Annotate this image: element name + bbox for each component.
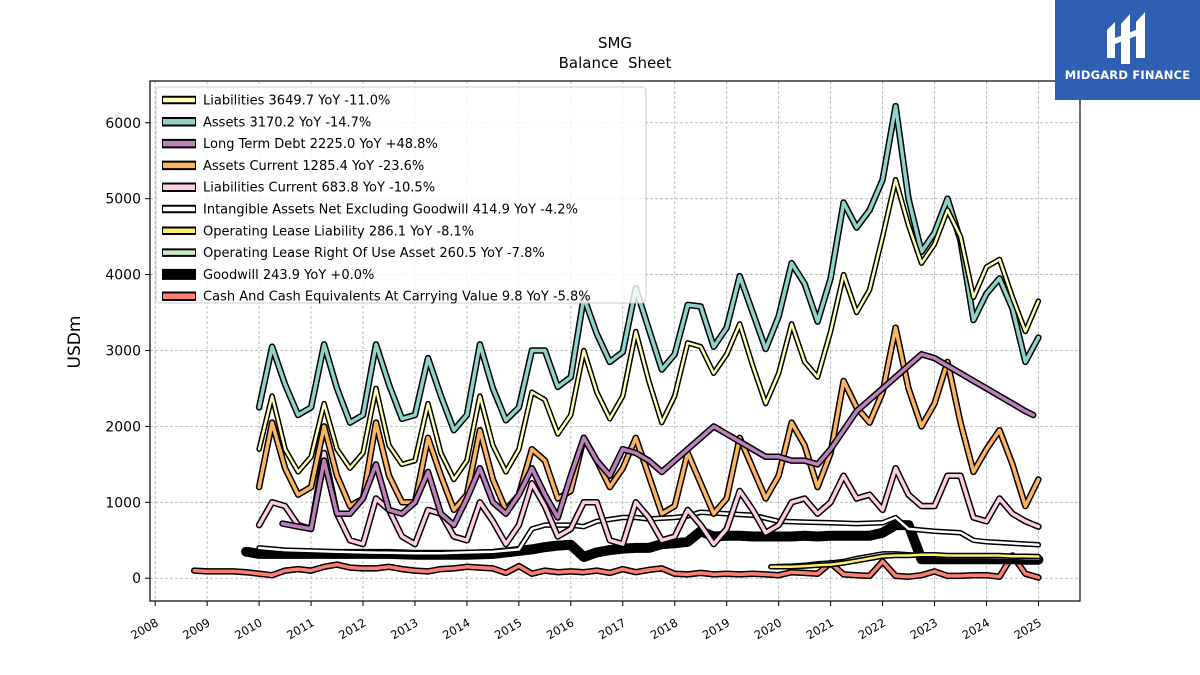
legend-item: Liabilities Current 683.8 YoY -10.5% bbox=[162, 181, 435, 196]
y-tick-label: 6000 bbox=[105, 116, 141, 132]
series-line bbox=[257, 325, 1041, 516]
x-tick-label: 2009 bbox=[180, 615, 212, 642]
legend-item: Operating Lease Right Of Use Asset 260.5… bbox=[162, 246, 545, 261]
series-assets-current bbox=[255, 324, 1042, 517]
brand-name: MIDGARD FINANCE bbox=[1064, 68, 1191, 82]
legend-item: Operating Lease Liability 286.1 YoY -8.1… bbox=[162, 224, 474, 239]
legend-label: Intangible Assets Net Excluding Goodwill… bbox=[203, 203, 578, 218]
x-tick-label: 2018 bbox=[648, 615, 680, 642]
x-tick-label: 2021 bbox=[804, 615, 836, 642]
y-axis-label: USDm bbox=[65, 316, 85, 369]
series-line bbox=[192, 553, 1041, 580]
x-tick-label: 2010 bbox=[232, 615, 264, 642]
x-tick-label: 2013 bbox=[388, 615, 420, 642]
series-long-term-debt bbox=[279, 351, 1037, 533]
series-cash-and-cash-equivalents-at-carrying-value bbox=[190, 552, 1042, 581]
x-tick-label: 2012 bbox=[336, 615, 368, 642]
x-tick-label: 2022 bbox=[856, 615, 888, 642]
legend-label: Cash And Cash Equivalents At Carrying Va… bbox=[203, 290, 591, 305]
y-tick-label: 1000 bbox=[105, 495, 141, 511]
brand-logo: MIDGARD FINANCE bbox=[1055, 0, 1200, 100]
x-tick-label: 2016 bbox=[544, 615, 576, 642]
legend-label: Goodwill 243.9 YoY +0.0% bbox=[203, 268, 374, 283]
chart-subtitle: Balance Sheet bbox=[559, 54, 672, 72]
series-line bbox=[257, 104, 1041, 432]
series-liabilities bbox=[256, 176, 1042, 483]
x-tick-label: 2014 bbox=[440, 615, 472, 642]
legend-label: Assets Current 1285.4 YoY -23.6% bbox=[203, 159, 424, 174]
series-line bbox=[769, 553, 1040, 569]
series-line bbox=[280, 352, 1035, 531]
legend-item: Liabilities 3649.7 YoY -11.0% bbox=[162, 94, 390, 109]
x-tick-label: 2017 bbox=[596, 615, 628, 642]
series-line bbox=[257, 178, 1040, 481]
x-tick-label: 2024 bbox=[960, 615, 992, 642]
y-tick-label: 3000 bbox=[105, 343, 141, 359]
x-tick-label: 2019 bbox=[700, 615, 732, 642]
legend-item: Assets 3170.2 YoY -14.7% bbox=[162, 115, 371, 130]
legend-item: Long Term Debt 2225.0 YoY +48.8% bbox=[162, 137, 438, 152]
y-tick-label: 5000 bbox=[105, 192, 141, 208]
series-lines bbox=[190, 102, 1044, 581]
legend-label: Liabilities Current 683.8 YoY -10.5% bbox=[203, 181, 435, 196]
y-tick-label: 2000 bbox=[105, 419, 141, 435]
legend-label: Long Term Debt 2225.0 YoY +48.8% bbox=[203, 137, 438, 152]
legend-label: Assets 3170.2 YoY -14.7% bbox=[203, 115, 371, 130]
series-assets bbox=[255, 102, 1042, 434]
y-tick-label: 0 bbox=[132, 571, 141, 587]
y-tick-label: 4000 bbox=[105, 268, 141, 284]
x-tick-label: 2011 bbox=[284, 615, 316, 642]
series-operating-lease-liability bbox=[768, 551, 1042, 570]
legend-label: Liabilities 3649.7 YoY -11.0% bbox=[203, 94, 390, 109]
legend-label: Operating Lease Right Of Use Asset 260.5… bbox=[203, 246, 545, 261]
x-tick-label: 2015 bbox=[492, 615, 524, 642]
chart-title: SMG bbox=[598, 34, 632, 52]
legend-item: Goodwill 243.9 YoY +0.0% bbox=[162, 268, 374, 283]
plot-frame bbox=[149, 80, 1081, 602]
x-tick-label: 2008 bbox=[128, 615, 160, 642]
legend-item: Cash And Cash Equivalents At Carrying Va… bbox=[162, 290, 591, 305]
legend-label: Operating Lease Liability 286.1 YoY -8.1… bbox=[203, 224, 474, 239]
legend-item: Intangible Assets Net Excluding Goodwill… bbox=[162, 203, 578, 218]
logo-icon bbox=[1107, 12, 1145, 64]
x-tick-label: 2020 bbox=[752, 615, 784, 642]
x-tick-label: 2025 bbox=[1012, 615, 1044, 642]
x-tick-label: 2023 bbox=[908, 615, 940, 642]
legend: Liabilities 3649.7 YoY -11.0% Assets 3170… bbox=[155, 86, 647, 305]
legend-item: Assets Current 1285.4 YoY -23.6% bbox=[162, 159, 424, 174]
legend-box bbox=[155, 86, 647, 304]
